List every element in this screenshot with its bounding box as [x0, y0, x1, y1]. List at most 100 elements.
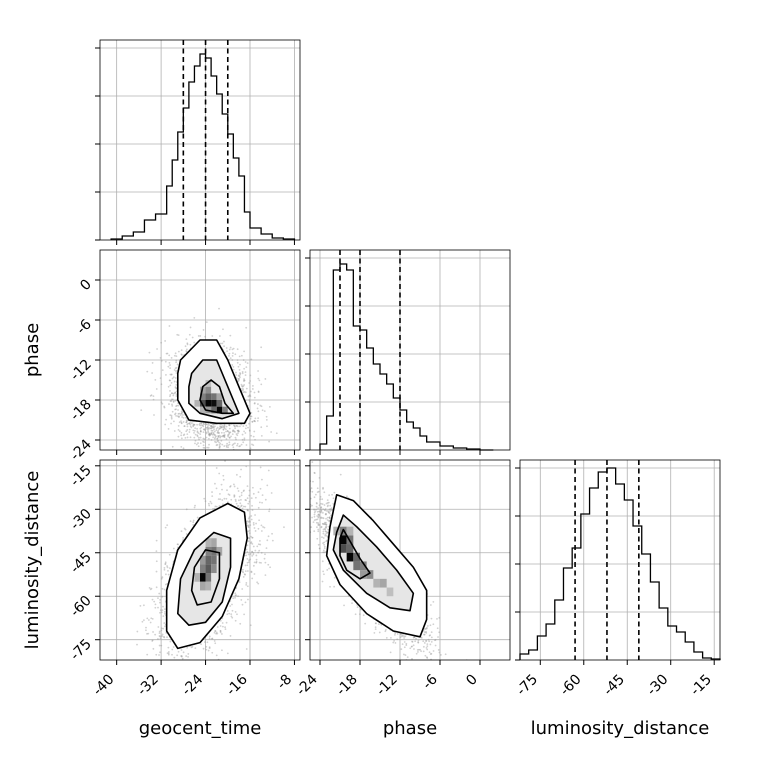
- axes-luminosity-distance-vs-geocent-time: -40 -32 -24 -16 -8-75-60-45-30-15: [67, 459, 301, 699]
- joint-phase-vs-geocent-time-sample-point: [184, 345, 187, 348]
- joint-phase-vs-geocent-time-density-cell: [216, 400, 223, 407]
- joint-phase-vs-geocent-time-sample-point: [140, 409, 143, 412]
- joint-luminosity-distance-vs-geocent-time-sample-point: [230, 613, 233, 616]
- joint-phase-vs-geocent-time-sample-point: [218, 444, 221, 446]
- joint-luminosity-distance-vs-geocent-time-sample-point: [247, 537, 250, 539]
- joint-phase-vs-geocent-time-sample-point: [184, 416, 187, 419]
- joint-luminosity-distance-vs-geocent-time-sample-point: [154, 603, 157, 606]
- joint-phase-vs-geocent-time-sample-point: [153, 414, 155, 416]
- joint-phase-vs-geocent-time-sample-point: [210, 439, 213, 441]
- joint-phase-vs-geocent-time-sample-point: [247, 426, 249, 429]
- joint-phase-vs-geocent-time-sample-point: [253, 419, 256, 422]
- joint-phase-vs-geocent-time-sample-point: [174, 367, 177, 370]
- marginal-luminosity-distance-frame: [519, 459, 721, 661]
- joint-phase-vs-geocent-time-sample-point: [196, 435, 199, 438]
- joint-phase-vs-geocent-time-sample-point: [171, 392, 174, 395]
- joint-luminosity-distance-vs-geocent-time-sample-point: [191, 645, 194, 648]
- joint-luminosity-distance-vs-geocent-time-sample-point: [154, 633, 157, 636]
- joint-luminosity-distance-vs-geocent-time-sample-point: [242, 490, 245, 493]
- joint-phase-vs-geocent-time-sample-point: [173, 354, 176, 357]
- joint-phase-vs-geocent-time-sample-point: [211, 429, 214, 432]
- joint-luminosity-distance-vs-geocent-time-sample-point: [244, 564, 247, 567]
- joint-phase-vs-geocent-time-sample-point: [209, 432, 211, 435]
- joint-phase-vs-geocent-time-sample-point: [175, 387, 178, 390]
- joint-phase-vs-geocent-time-sample-point: [170, 414, 173, 417]
- joint-phase-vs-geocent-time-sample-point: [165, 374, 167, 376]
- joint-phase-vs-geocent-time-sample-point: [207, 429, 209, 432]
- joint-phase-vs-geocent-time-sample-point: [170, 400, 173, 402]
- joint-luminosity-distance-vs-geocent-time-sample-point: [147, 619, 150, 621]
- joint-luminosity-distance-vs-geocent-time-sample-point: [222, 474, 225, 477]
- joint-phase-vs-geocent-time-sample-point: [223, 345, 225, 348]
- joint-phase-vs-geocent-time-sample-point: [208, 432, 210, 435]
- joint-phase-vs-geocent-time-sample-point: [257, 370, 259, 372]
- joint-phase-vs-geocent-time-sample-point: [212, 423, 215, 426]
- joint-phase-vs-geocent-time-sample-point: [215, 435, 217, 438]
- joint-phase-vs-geocent-time-sample-point: [238, 379, 240, 382]
- joint-phase-vs-geocent-time-sample-point: [175, 383, 178, 386]
- joint-phase-vs-geocent-time-sample-point: [188, 422, 191, 425]
- joint-luminosity-distance-vs-geocent-time-sample-point: [155, 570, 158, 573]
- joint-phase-vs-geocent-time-sample-point: [177, 435, 180, 438]
- joint-luminosity-distance-vs-geocent-time-sample-point: [180, 649, 183, 651]
- joint-phase-vs-geocent-time-sample-point: [248, 399, 251, 401]
- joint-phase-vs-geocent-time-sample-point: [243, 367, 246, 370]
- joint-luminosity-distance-vs-geocent-time-sample-point: [200, 643, 203, 646]
- joint-luminosity-distance-vs-geocent-time-sample-point: [250, 541, 253, 544]
- joint-phase-vs-geocent-time-sample-point: [170, 392, 173, 395]
- joint-luminosity-distance-vs-geocent-time-sample-point: [162, 615, 165, 618]
- joint-phase-vs-geocent-time-sample-point: [220, 425, 223, 428]
- joint-luminosity-distance-vs-geocent-time-sample-point: [241, 507, 244, 510]
- joint-luminosity-distance-vs-geocent-time-sample-point: [203, 497, 206, 500]
- joint-phase-vs-geocent-time-sample-point: [172, 392, 175, 395]
- joint-phase-vs-geocent-time-sample-point: [250, 434, 253, 437]
- joint-luminosity-distance-vs-geocent-time-sample-point: [249, 520, 251, 523]
- joint-phase-vs-geocent-time-sample-point: [172, 400, 175, 403]
- joint-phase-vs-geocent-time-sample-point: [175, 370, 177, 372]
- joint-phase-vs-geocent-time-sample-point: [186, 433, 189, 435]
- joint-phase-vs-geocent-time-sample-point: [202, 428, 205, 431]
- joint-luminosity-distance-vs-geocent-time-sample-point: [205, 645, 208, 648]
- joint-phase-vs-geocent-time-sample-point: [174, 413, 176, 416]
- joint-luminosity-distance-vs-geocent-time-sample-point: [171, 653, 173, 656]
- joint-phase-vs-geocent-time-sample-point: [202, 437, 205, 440]
- joint-phase-vs-geocent-time-sample-point: [242, 425, 245, 427]
- joint-luminosity-distance-vs-geocent-time-sample-point: [264, 574, 267, 576]
- joint-luminosity-distance-vs-geocent-time-sample-point: [146, 632, 148, 635]
- joint-phase-vs-geocent-time-sample-point: [205, 436, 208, 439]
- joint-phase-vs-geocent-time-sample-point: [208, 424, 211, 426]
- joint-luminosity-distance-vs-geocent-time-sample-point: [259, 487, 262, 490]
- joint-luminosity-distance-vs-geocent-time-sample-point: [245, 648, 248, 650]
- joint-phase-vs-geocent-time-sample-point: [249, 447, 252, 450]
- joint-phase-vs-geocent-time-contour-level-3: [199, 379, 235, 415]
- joint-phase-vs-geocent-time-sample-point: [177, 350, 180, 353]
- joint-phase-vs-geocent-time-sample-point: [183, 433, 186, 436]
- joint-luminosity-distance-vs-geocent-time-sample-point: [219, 625, 222, 627]
- joint-phase-vs-geocent-time-sample-point: [210, 424, 213, 427]
- joint-phase-vs-geocent-time-sample-point: [175, 393, 178, 396]
- joint-phase-vs-geocent-time-sample-point: [168, 379, 171, 382]
- joint-phase-vs-geocent-time-sample-point: [237, 430, 240, 433]
- joint-phase-vs-geocent-time-sample-point: [208, 433, 211, 436]
- joint-phase-vs-geocent-time-sample-point: [199, 430, 202, 433]
- joint-phase-vs-geocent-time-sample-point: [228, 436, 231, 439]
- joint-luminosity-distance-vs-geocent-time-sample-point: [210, 502, 213, 505]
- joint-phase-vs-geocent-time-sample-point: [156, 348, 158, 350]
- joint-luminosity-distance-vs-geocent-time-sample-point: [255, 522, 257, 525]
- joint-phase-vs-geocent-time-sample-point: [193, 341, 196, 344]
- joint-phase-vs-geocent-time-sample-point: [170, 356, 173, 359]
- joint-luminosity-distance-vs-geocent-time-sample-point: [254, 530, 257, 532]
- joint-phase-vs-geocent-time-sample-point: [260, 405, 263, 408]
- joint-phase-vs-geocent-time-sample-point: [200, 422, 203, 425]
- joint-phase-vs-geocent-time-sample-point: [248, 422, 250, 425]
- joint-luminosity-distance-vs-geocent-time-sample-point: [222, 478, 225, 481]
- joint-luminosity-distance-vs-geocent-time-sample-point: [228, 494, 231, 496]
- joint-luminosity-distance-vs-geocent-time-sample-point: [255, 558, 258, 561]
- joint-luminosity-distance-vs-geocent-time-sample-point: [183, 527, 186, 530]
- joint-phase-vs-geocent-time-sample-point: [260, 346, 263, 349]
- joint-phase-vs-geocent-time-sample-point: [216, 437, 219, 440]
- joint-luminosity-distance-vs-geocent-time-sample-point: [283, 526, 285, 529]
- joint-luminosity-distance-vs-geocent-time-sample-point: [259, 543, 262, 546]
- joint-luminosity-distance-vs-geocent-time-sample-point: [233, 494, 236, 497]
- joint-luminosity-distance-vs-geocent-time-sample-point: [158, 630, 161, 633]
